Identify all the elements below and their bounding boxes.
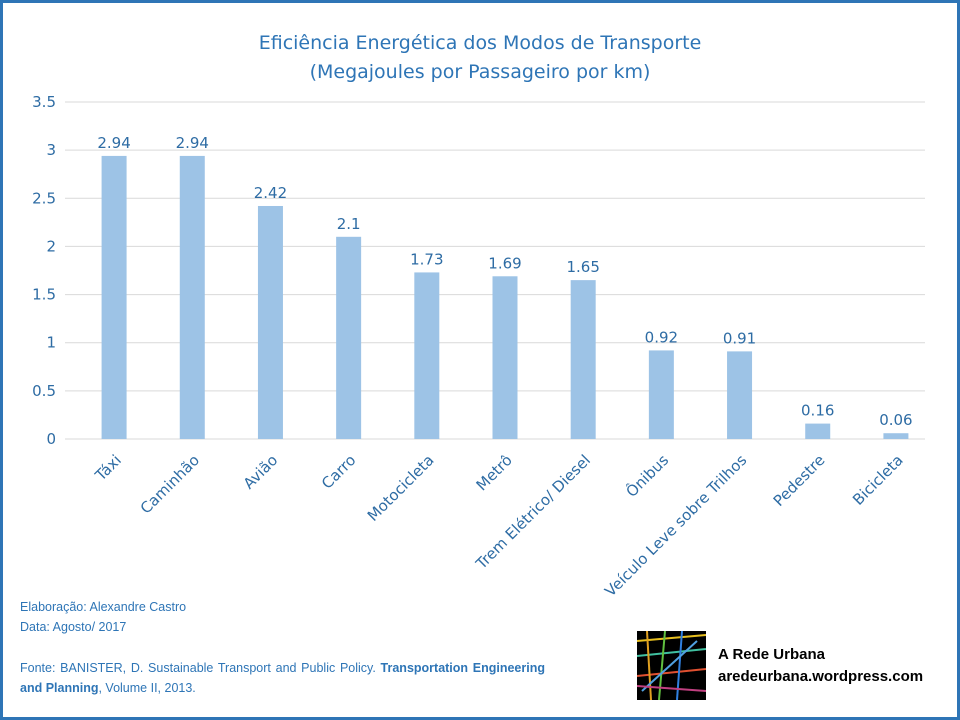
- rede-urbana-logo: [637, 631, 706, 700]
- y-tick-label: 0: [46, 430, 56, 448]
- bar: [492, 276, 518, 439]
- y-tick-label: 2: [46, 237, 56, 255]
- data-label: 0.91: [723, 329, 756, 347]
- source-note: Fonte: BANISTER, D. Sustainable Transpor…: [20, 658, 545, 698]
- y-tick-label: 1: [46, 334, 56, 352]
- bar: [336, 236, 362, 439]
- bar: [101, 155, 127, 440]
- bar: [805, 423, 831, 439]
- bar: [570, 280, 596, 439]
- y-tick-label: 3.5: [32, 93, 56, 111]
- x-category-label: Bicicleta: [849, 451, 907, 509]
- bar: [883, 433, 909, 439]
- chart-title: Eficiência Energética dos Modos de Trans…: [259, 32, 702, 54]
- data-label: 2.42: [254, 184, 287, 202]
- source-title: Transportation Engineering and Planning: [20, 661, 545, 695]
- data-label: 0.06: [879, 411, 912, 429]
- bar: [648, 350, 674, 439]
- source-text: Fonte: BANISTER, D. Sustainable Transpor…: [20, 661, 381, 675]
- data-label: 0.92: [645, 328, 678, 346]
- y-tick-label: 1.5: [32, 286, 56, 304]
- bar: [727, 351, 753, 439]
- x-category-label: Ônibus: [622, 450, 673, 501]
- data-label: 2.94: [97, 134, 130, 152]
- x-category-label: Caminhão: [137, 451, 203, 517]
- x-category-label: Carro: [318, 451, 359, 492]
- author-note: Elaboração: Alexandre Castro: [20, 600, 187, 614]
- bar: [414, 272, 440, 439]
- x-category-label: Metrô: [473, 451, 516, 494]
- data-label: 1.65: [566, 258, 599, 276]
- date-note: Data: Agosto/ 2017: [20, 620, 127, 634]
- data-label: 0.16: [801, 402, 834, 420]
- x-category-label: Táxi: [91, 451, 125, 485]
- data-label: 2.1: [337, 215, 361, 233]
- x-category-label: Veículo Leve sobre Trilhos: [601, 451, 750, 600]
- brand-name: A Rede Urbana: [718, 646, 825, 663]
- source-suffix: , Volume II, 2013.: [98, 681, 196, 695]
- data-label: 1.69: [488, 254, 521, 272]
- y-tick-label: 2.5: [32, 189, 56, 207]
- x-category-label: Avião: [240, 451, 282, 493]
- x-category-label: Motocicleta: [364, 451, 438, 525]
- data-label: 1.73: [410, 250, 443, 268]
- x-category-label: Pedestre: [770, 451, 829, 510]
- chart-subtitle: (Megajoules por Passageiro por km): [310, 61, 651, 83]
- data-label: 2.94: [176, 134, 209, 152]
- brand-url: aredeurbana.wordpress.com: [718, 668, 924, 685]
- bar: [257, 205, 283, 439]
- y-tick-label: 0.5: [32, 382, 56, 400]
- bar: [179, 155, 205, 440]
- y-tick-label: 3: [46, 141, 56, 159]
